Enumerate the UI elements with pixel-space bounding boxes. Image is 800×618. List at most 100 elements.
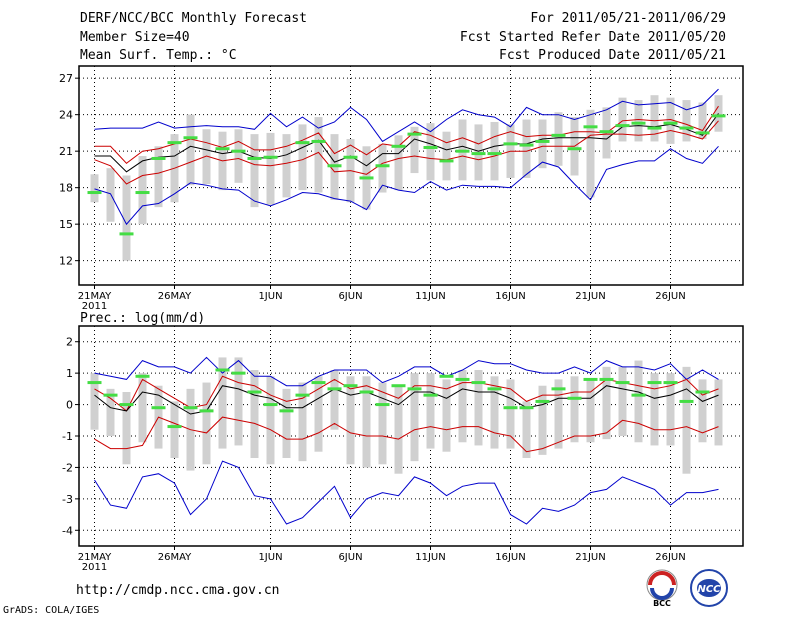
temperature-observed-marker [183,136,198,140]
temperature-box [650,95,659,142]
precipitation-box [698,379,707,443]
temperature-box [106,168,115,222]
fcst-started-label: Fcst Started Refer Date 2011/05/20 [459,30,726,45]
temperature-observed-marker [327,164,342,168]
precipitation-observed-marker [615,381,630,385]
precipitation-xtick-label: 21MAY [78,552,112,563]
precipitation-box [426,373,435,449]
precipitation-observed-marker [551,387,566,391]
precip-title: Prec.: log(mm/d) [80,311,206,326]
precipitation-box [442,379,451,452]
temperature-observed-marker [231,149,246,153]
precipitation-observed-marker [423,393,438,397]
temperature-ytick-label: 21 [59,145,73,158]
bcc-logo: BCC [646,569,678,608]
precipitation-observed-marker [599,377,614,381]
chart-title: DERF/NCC/BCC Monthly Forecast [80,11,307,26]
precipitation-box [234,357,243,446]
precipitation-observed-marker [391,384,406,388]
temperature-ytick-label: 18 [59,182,73,195]
fcst-produced-label: Fcst Produced Date 2011/05/21 [499,48,726,63]
temperature-xtick-label: 11JUN [415,291,445,302]
temperature-box [666,97,675,144]
precipitation-box [282,388,291,458]
precipitation-xtick-label: 21JUN [575,552,605,563]
temperature-observed-marker [519,143,534,147]
temperature-observed-marker [167,141,182,145]
precipitation-box [618,366,627,436]
precipitation-box [410,373,419,462]
temperature-xtick-label: 1JUN [258,291,282,302]
temperature-box [282,134,291,198]
temperature-ytick-label: 12 [59,255,73,268]
precipitation-box [330,370,339,430]
temperature-box [586,109,595,198]
precipitation-observed-marker [535,399,550,403]
precipitation-observed-marker [439,374,454,378]
precipitation-observed-marker [327,387,342,391]
temperature-observed-marker [439,159,454,163]
temperature-ytick-label: 27 [59,72,73,85]
temperature-xtick-label: 21JUN [575,291,605,302]
temperature-observed-marker [487,152,502,156]
temperature-box [522,119,531,178]
temperature-observed-marker [359,176,374,180]
precipitation-box [666,373,675,446]
precipitation-ytick-label: -4 [62,524,73,537]
precipitation-observed-marker [343,384,358,388]
precipitation-observed-marker [135,374,150,378]
precipitation-observed-marker [199,409,214,413]
precipitation-box [346,376,355,465]
temperature-xtick-label: 6JUN [338,291,362,302]
temperature-box [90,174,99,203]
temperature-observed-marker [455,149,470,153]
temperature-max-line [94,88,719,143]
temperature-year-label: 2011 [82,301,107,312]
temperature-observed-marker [263,155,278,159]
temperature-xtick-label: 16JUN [495,291,525,302]
temperature-box [122,175,131,261]
precipitation-box [602,366,611,440]
precipitation-observed-marker [471,381,486,385]
variable-label: Mean Surf. Temp.: °C [80,48,237,63]
precipitation-ytick-label: 0 [66,399,73,412]
precipitation-observed-marker [311,381,326,385]
temperature-box [202,129,211,185]
temperature-observed-marker [215,147,230,151]
precipitation-xtick-label: 26MAY [158,552,192,563]
temperature-ytick-label: 24 [59,109,73,122]
temperature-box [314,117,323,193]
precipitation-box [570,376,579,443]
precipitation-observed-marker [151,406,166,410]
precipitation-observed-marker [663,381,678,385]
temperature-observed-marker [295,141,310,145]
temperature-box [634,100,643,142]
precipitation-observed-marker [103,393,118,397]
temperature-observed-marker [583,125,598,129]
temperature-box [186,114,195,186]
precipitation-box [586,379,595,443]
precipitation-ensemble-mean-line [94,385,719,415]
precipitation-year-label: 2011 [82,562,107,573]
footer-url[interactable]: http://cmdp.ncc.cma.gov.cn [76,583,280,598]
temperature-observed-marker [247,156,262,160]
precipitation-observed-marker [231,371,246,375]
temperature-observed-marker [711,114,726,118]
precipitation-observed-marker [455,377,470,381]
precipitation-ytick-label: -1 [62,430,73,443]
temperature-box [682,100,691,142]
temperature-box [490,121,499,181]
precipitation-box [218,357,227,449]
precipitation-box [714,379,723,446]
temperature-observed-marker [503,142,518,146]
precipitation-observed-marker [119,403,134,407]
temperature-min-line [94,145,719,226]
temperature-box [538,119,547,169]
precipitation-xtick-label: 1JUN [258,552,282,563]
temperature-observed-marker [151,156,166,160]
precipitation-box [314,376,323,452]
precipitation-max-line [94,356,719,387]
precipitation-box [394,385,403,474]
precipitation-box [682,366,691,474]
precipitation-lower-spread-line [94,416,719,453]
